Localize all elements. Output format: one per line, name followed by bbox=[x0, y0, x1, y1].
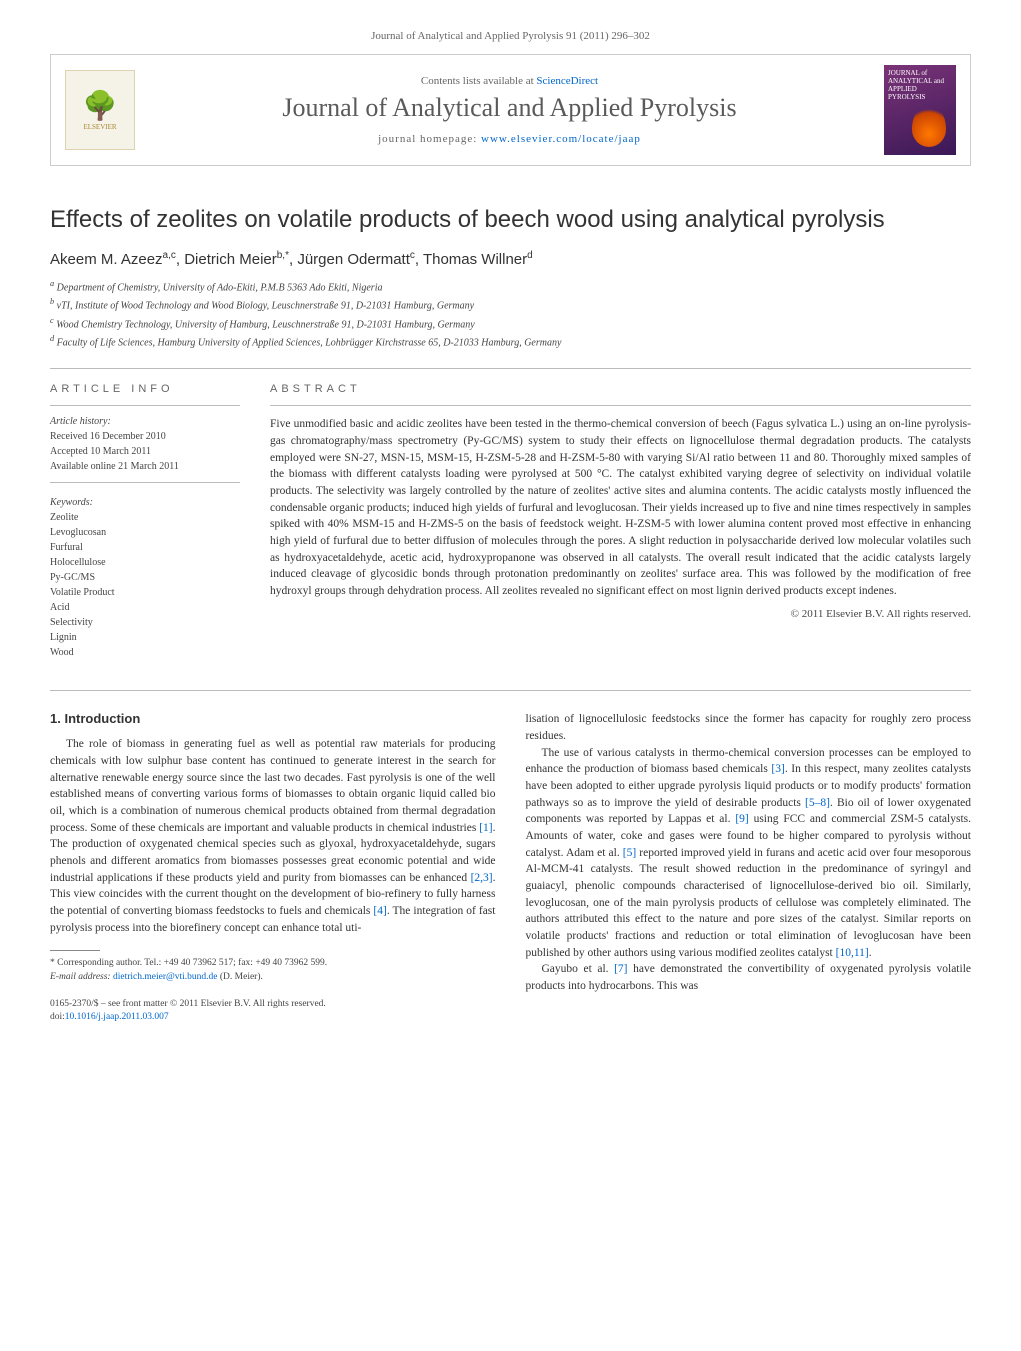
article-info-label: article info bbox=[50, 383, 240, 395]
keyword-item: Wood bbox=[50, 645, 240, 660]
keyword-item: Selectivity bbox=[50, 615, 240, 630]
contents-prefix: Contents lists available at bbox=[421, 75, 536, 87]
homepage-line: journal homepage: www.elsevier.com/locat… bbox=[145, 133, 874, 145]
intro-heading: 1. Introduction bbox=[50, 711, 496, 726]
banner-center: Contents lists available at ScienceDirec… bbox=[135, 75, 884, 145]
affiliations: a Department of Chemistry, University of… bbox=[50, 278, 971, 350]
sciencedirect-link[interactable]: ScienceDirect bbox=[536, 75, 598, 87]
doi-prefix: doi: bbox=[50, 1012, 65, 1022]
keywords-list: ZeoliteLevoglucosanFurfuralHolocellulose… bbox=[50, 510, 240, 660]
keyword-item: Zeolite bbox=[50, 510, 240, 525]
keywords-label: Keywords: bbox=[50, 495, 240, 510]
divider bbox=[50, 690, 971, 691]
footer-meta: 0165-2370/$ – see front matter © 2011 El… bbox=[50, 998, 496, 1025]
body-paragraph: The role of biomass in generating fuel a… bbox=[50, 736, 496, 936]
article-info-column: article info Article history: Received 1… bbox=[50, 383, 240, 660]
authors-line: Akeem M. Azeeza,c, Dietrich Meierb,*, Jü… bbox=[50, 250, 971, 268]
journal-banner: 🌳 ELSEVIER Contents lists available at S… bbox=[50, 54, 971, 166]
doi-link[interactable]: 10.1016/j.jaap.2011.03.007 bbox=[65, 1012, 169, 1022]
running-header: Journal of Analytical and Applied Pyroly… bbox=[50, 30, 971, 42]
keyword-item: Levoglucosan bbox=[50, 525, 240, 540]
email-suffix: (D. Meier). bbox=[218, 972, 263, 982]
journal-cover-thumb: JOURNAL of ANALYTICAL and APPLIED PYROLY… bbox=[884, 65, 956, 155]
front-matter-line: 0165-2370/$ – see front matter © 2011 El… bbox=[50, 998, 496, 1011]
keyword-item: Acid bbox=[50, 600, 240, 615]
keyword-item: Py-GC/MS bbox=[50, 570, 240, 585]
info-abstract-row: article info Article history: Received 1… bbox=[50, 383, 971, 660]
corresponding-author-footnote: * Corresponding author. Tel.: +49 40 739… bbox=[50, 957, 496, 984]
abstract-label: abstract bbox=[270, 383, 971, 395]
citation-link[interactable]: [5] bbox=[623, 847, 636, 859]
keyword-item: Furfural bbox=[50, 540, 240, 555]
homepage-prefix: journal homepage: bbox=[378, 133, 481, 145]
body-column-right: lisation of lignocellulosic feedstocks s… bbox=[526, 711, 972, 1024]
citation-link[interactable]: [1] bbox=[479, 822, 492, 834]
body-paragraph: Gayubo et al. [7] have demonstrated the … bbox=[526, 961, 972, 994]
citation-link[interactable]: [5–8] bbox=[805, 797, 830, 809]
article-title: Effects of zeolites on volatile products… bbox=[50, 206, 971, 234]
body-paragraph: lisation of lignocellulosic feedstocks s… bbox=[526, 711, 972, 744]
affiliation-line: a Department of Chemistry, University of… bbox=[50, 278, 971, 295]
body-columns: 1. Introduction The role of biomass in g… bbox=[50, 711, 971, 1024]
email-line: E-mail address: dietrich.meier@vti.bund.… bbox=[50, 971, 496, 984]
affiliation-line: d Faculty of Life Sciences, Hamburg Univ… bbox=[50, 333, 971, 350]
journal-name: Journal of Analytical and Applied Pyroly… bbox=[145, 93, 874, 123]
keywords-block: Keywords: ZeoliteLevoglucosanFurfuralHol… bbox=[50, 495, 240, 660]
citation-link[interactable]: [4] bbox=[373, 905, 386, 917]
body-column-left: 1. Introduction The role of biomass in g… bbox=[50, 711, 496, 1024]
publisher-name: ELSEVIER bbox=[83, 123, 116, 131]
abstract-text: Five unmodified basic and acidic zeolite… bbox=[270, 416, 971, 599]
history-label: Article history: bbox=[50, 416, 111, 427]
corr-author-line: * Corresponding author. Tel.: +49 40 739… bbox=[50, 957, 496, 970]
homepage-link[interactable]: www.elsevier.com/locate/jaap bbox=[481, 133, 641, 145]
divider bbox=[270, 405, 971, 406]
affiliation-line: c Wood Chemistry Technology, University … bbox=[50, 315, 971, 332]
online-date: Available online 21 March 2011 bbox=[50, 461, 179, 472]
email-label: E-mail address: bbox=[50, 972, 113, 982]
divider bbox=[50, 482, 240, 483]
cover-text: JOURNAL of ANALYTICAL and APPLIED PYROLY… bbox=[888, 69, 944, 101]
tree-icon: 🌳 bbox=[83, 89, 118, 123]
keyword-item: Lignin bbox=[50, 630, 240, 645]
keyword-item: Volatile Product bbox=[50, 585, 240, 600]
abstract-column: abstract Five unmodified basic and acidi… bbox=[270, 383, 971, 660]
citation-link[interactable]: [2,3] bbox=[471, 872, 493, 884]
citation-link[interactable]: [9] bbox=[735, 813, 748, 825]
received-date: Received 16 December 2010 bbox=[50, 431, 166, 442]
doi-line: doi:10.1016/j.jaap.2011.03.007 bbox=[50, 1011, 496, 1024]
citation-link[interactable]: [7] bbox=[614, 963, 627, 975]
divider bbox=[50, 405, 240, 406]
abstract-copyright: © 2011 Elsevier B.V. All rights reserved… bbox=[270, 608, 971, 620]
body-paragraph: The use of various catalysts in thermo-c… bbox=[526, 745, 972, 962]
keyword-item: Holocellulose bbox=[50, 555, 240, 570]
article-history: Article history: Received 16 December 20… bbox=[50, 414, 240, 474]
citation-link[interactable]: [10,11] bbox=[836, 947, 869, 959]
flame-icon bbox=[912, 103, 946, 147]
accepted-date: Accepted 10 March 2011 bbox=[50, 446, 151, 457]
contents-line: Contents lists available at ScienceDirec… bbox=[145, 75, 874, 87]
affiliation-line: b vTI, Institute of Wood Technology and … bbox=[50, 296, 971, 313]
citation-link[interactable]: [3] bbox=[771, 763, 784, 775]
footnote-divider bbox=[50, 950, 100, 951]
divider bbox=[50, 368, 971, 369]
email-link[interactable]: dietrich.meier@vti.bund.de bbox=[113, 972, 218, 982]
elsevier-logo: 🌳 ELSEVIER bbox=[65, 70, 135, 150]
